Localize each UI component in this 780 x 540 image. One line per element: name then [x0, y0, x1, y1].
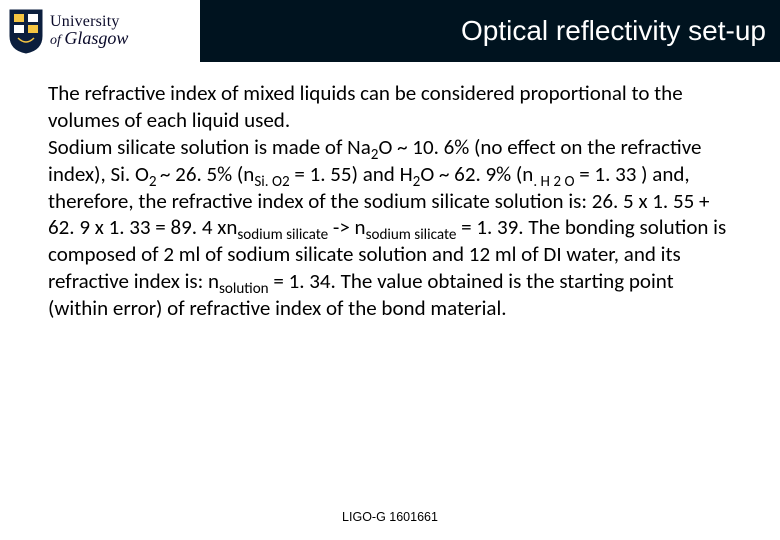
footer-text: LIGO-G 1601661: [342, 510, 438, 524]
header: University of Glasgow Optical reflectivi…: [0, 0, 780, 62]
crest-icon: [8, 8, 44, 54]
subscript: 2: [371, 146, 379, 164]
slide-footer: LIGO-G 1601661: [0, 507, 780, 526]
subscript: sodium silicate: [237, 227, 328, 245]
slide-title: Optical reflectivity set-up: [461, 15, 766, 47]
body-paragraph: The refractive index of mixed liquids ca…: [48, 80, 732, 322]
university-name: University of Glasgow: [50, 14, 128, 48]
title-bar: Optical reflectivity set-up: [200, 0, 780, 62]
subscript: 2: [149, 173, 160, 191]
slide: University of Glasgow Optical reflectivi…: [0, 0, 780, 540]
subscript: solution: [219, 280, 269, 298]
university-logo: University of Glasgow: [0, 0, 200, 62]
subscript: sodium silicate: [366, 227, 457, 245]
slide-body: The refractive index of mixed liquids ca…: [0, 62, 780, 322]
subscript: . H 2 O: [533, 173, 574, 191]
subscript: 2: [413, 173, 421, 191]
university-line2: of Glasgow: [50, 29, 128, 48]
subscript: Si. O2: [254, 173, 289, 191]
